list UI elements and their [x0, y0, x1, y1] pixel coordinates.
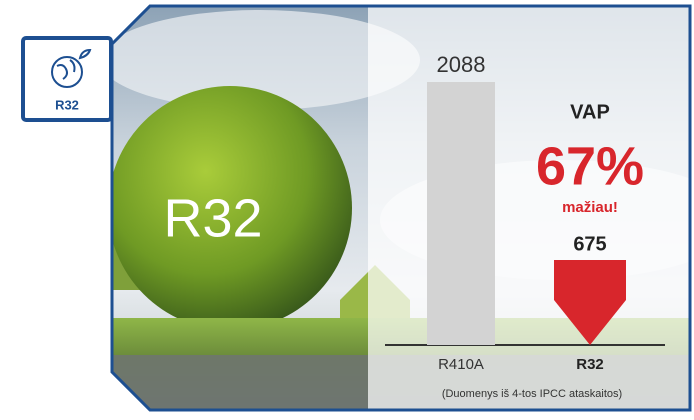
- annotation: mažiau!: [562, 199, 618, 216]
- annotation: 67%: [536, 136, 644, 196]
- note: (Duomenys iš 4-tos IPCC ataskaitos): [442, 388, 622, 400]
- value-label: 2088: [437, 52, 486, 77]
- category-label: R410A: [438, 356, 484, 373]
- page: R32 R32 VAP 67% mažiau! (Duomenys iš 4-t…: [0, 0, 694, 415]
- chart-panel: [368, 6, 690, 410]
- badge-label: R32: [55, 97, 79, 112]
- bar: [427, 82, 495, 345]
- infographic: R32 R32 VAP 67% mažiau! (Duomenys iš 4-t…: [0, 0, 694, 415]
- chart-title: VAP: [570, 101, 610, 123]
- category-label: R32: [576, 356, 604, 373]
- value-label: 675: [573, 233, 606, 255]
- hero-label: R32: [163, 188, 262, 248]
